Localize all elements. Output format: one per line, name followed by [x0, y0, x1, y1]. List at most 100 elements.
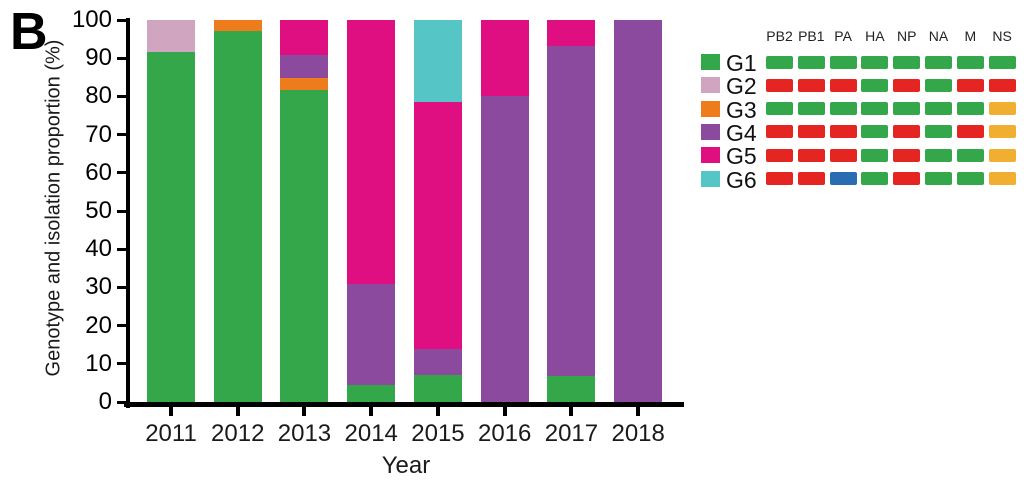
legend-label-g2: G2: [726, 73, 757, 100]
bar-segment-2011-G2: [147, 20, 195, 52]
legend-swatch-g1: [701, 54, 720, 70]
gene-box-g6-m: [956, 172, 984, 185]
x-tick: [435, 407, 440, 416]
legend-label-g1: G1: [726, 50, 757, 76]
gene-box-g4-pb2: [766, 125, 793, 139]
gene-header-ha: HA: [865, 28, 885, 44]
panel-label: B: [10, 3, 48, 61]
y-tick-label: 50: [85, 197, 112, 224]
x-tick-label: 2017: [544, 420, 599, 447]
y-tick-label: 0: [98, 388, 112, 415]
x-tick-label: 2016: [477, 420, 532, 447]
x-tick: [169, 407, 173, 416]
gene-header-pb1: PB1: [798, 28, 825, 44]
bar-segment-2015-G5: [413, 102, 462, 349]
gene-box-g3-pa: [829, 102, 857, 116]
gene-box-g4-pa: [829, 125, 857, 139]
gene-box-g2-ha: [861, 78, 889, 92]
bar-segment-2015-G4: [413, 348, 462, 376]
y-tick: [117, 18, 126, 22]
bar-segment-2014-G1: [347, 384, 396, 402]
bar-segment-2016-G4: [480, 96, 529, 402]
x-tick: [302, 407, 307, 416]
stacked-bar-plot: 0 10 20 30 40 50 60 70 80 90 100 2011 2012 2013 2014 20…: [72, 6, 684, 447]
y-tick: [117, 362, 126, 366]
gene-box-g4-ha: [861, 125, 889, 139]
x-tick: [569, 407, 574, 416]
gene-header-m: M: [964, 28, 977, 44]
y-tick-label: 30: [85, 273, 112, 301]
gene-box-g5-ns: [988, 148, 1016, 162]
gene-box-g5-m: [956, 148, 984, 162]
gene-box-g6-pa: [829, 172, 857, 185]
gene-box-g1-pb2: [766, 55, 793, 69]
gene-box-g1-m: [956, 55, 984, 69]
y-tick-label: 70: [85, 120, 112, 148]
gene-box-g2-pb2: [766, 78, 793, 92]
gene-box-g4-m: [956, 125, 984, 139]
gene-box-g6-pb1: [797, 172, 825, 185]
x-tick-label: 2014: [344, 420, 398, 447]
y-axis-line: [126, 18, 130, 408]
gene-box-g6-np: [893, 172, 921, 185]
x-axis-line: [124, 402, 684, 407]
legend-label-g6: G6: [726, 166, 757, 193]
bar-segment-2012-G3: [213, 20, 262, 32]
y-tick-label: 20: [85, 311, 112, 339]
bar-segment-2014-G5: [347, 20, 396, 284]
gene-box-g1-na: [925, 55, 952, 69]
gene-box-g3-m: [956, 102, 984, 116]
gene-box-g3-ha: [861, 102, 889, 116]
bar-segment-2018-G4: [614, 20, 663, 402]
y-tick: [117, 56, 126, 60]
gene-box-g4-ns: [988, 125, 1016, 139]
x-tick-label: 2012: [211, 420, 265, 447]
gene-header-na: NA: [928, 28, 949, 44]
bar-segment-2016-G5: [480, 20, 529, 97]
legend-label-g5: G5: [726, 143, 757, 170]
y-tick: [117, 94, 126, 98]
legend-swatch-g2: [701, 77, 720, 94]
gene-box-g2-pb1: [797, 78, 825, 92]
gene-box-g1-ha: [861, 55, 889, 69]
gene-box-g3-pb2: [766, 102, 793, 116]
gene-box-g4-pb1: [797, 125, 825, 139]
gene-box-g6-na: [925, 172, 952, 185]
y-tick-label: 60: [85, 158, 112, 186]
gene-box-g6-ha: [861, 172, 889, 185]
bar-segment-2015-G6: [413, 20, 462, 103]
gene-header-ns: NS: [992, 28, 1012, 44]
legend-label-g3: G3: [726, 96, 757, 123]
gene-box-g5-ha: [861, 148, 889, 162]
gene-header-pa: PA: [834, 28, 852, 44]
x-tick: [502, 407, 507, 416]
gene-box-g5-np: [893, 148, 921, 162]
gene-box-g5-pb1: [797, 148, 825, 162]
y-tick: [117, 324, 126, 328]
x-tick-label: 2013: [277, 420, 332, 447]
x-tick: [369, 407, 374, 416]
y-tick-label: 40: [85, 235, 112, 263]
bar-segment-2011-G1: [147, 51, 195, 402]
gene-box-g4-np: [893, 125, 921, 139]
gene-box-g3-pb1: [797, 102, 825, 116]
legend-swatch-g3: [701, 100, 720, 117]
legend-swatch-g4: [701, 123, 720, 140]
gene-box-g1-ns: [988, 55, 1016, 69]
x-tick: [636, 407, 641, 416]
y-tick: [117, 400, 126, 404]
y-tick: [117, 247, 126, 251]
bar-segment-2017-G1: [547, 376, 596, 402]
bar-segment-2014-G4: [347, 283, 396, 385]
gene-box-g5-pa: [829, 148, 857, 162]
gene-box-g3-ns: [988, 102, 1016, 116]
gene-box-g5-pb2: [766, 148, 793, 162]
gene-box-g4-na: [925, 125, 952, 139]
gene-box-g5-na: [925, 148, 952, 162]
bar-segment-2013-G1: [280, 89, 329, 402]
gene-box-g3-np: [893, 102, 921, 116]
gene-box-g2-pa: [829, 78, 857, 92]
y-tick-label: 10: [85, 349, 112, 377]
gene-box-g1-pa: [829, 55, 857, 69]
